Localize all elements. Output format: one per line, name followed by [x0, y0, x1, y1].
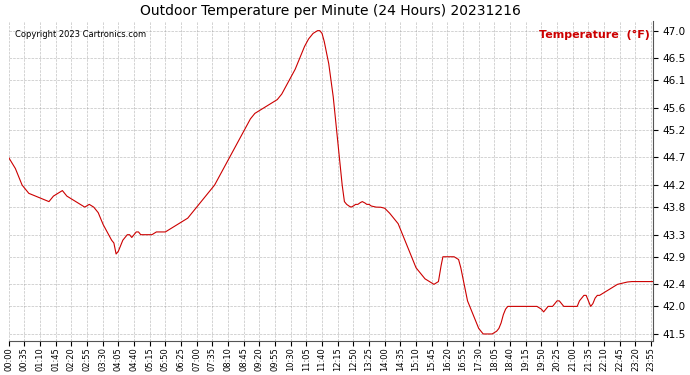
Title: Outdoor Temperature per Minute (24 Hours) 20231216: Outdoor Temperature per Minute (24 Hours… [140, 4, 521, 18]
Text: Temperature  (°F): Temperature (°F) [539, 30, 650, 40]
Text: Copyright 2023 Cartronics.com: Copyright 2023 Cartronics.com [15, 30, 146, 39]
